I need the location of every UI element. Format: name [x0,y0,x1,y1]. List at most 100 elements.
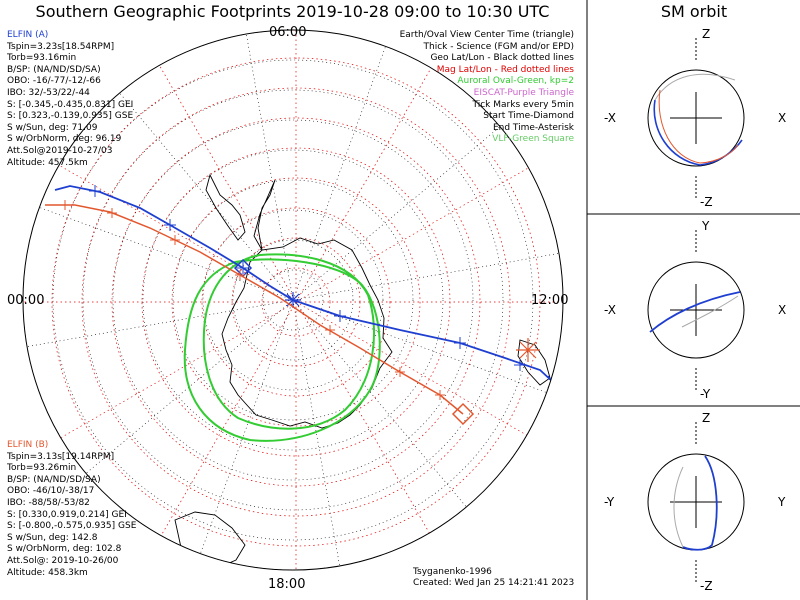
axis-label-left: -X [604,111,616,125]
elfin-a-line: S w/Sun, deg: 71.09 [7,122,98,133]
legend-item: End Time-Asterisk [492,122,574,133]
elfin-b-tick-mark [235,270,245,280]
legend-item: Earth/Oval View Center Time (triangle) [399,30,574,40]
polar-map [22,29,564,571]
elfin-a-tick-mark [164,219,176,231]
elfin-b-end-asterisk [516,338,540,362]
elfin-a-line: IBO: 32/-53/22/-44 [7,87,90,98]
geo-longitude-line [292,299,467,508]
clock-label-bottom: 18:00 [268,577,306,592]
legend-item: Mag Lat/Lon - Red dotted lines [436,64,574,75]
mag-longitude-line [38,153,297,303]
sm-panel: Y -Y -X X [604,219,786,401]
clock-label-left: 00:00 [7,293,45,308]
axis-label-left: -X [604,303,616,317]
axis-label-top: Y [701,219,710,233]
elfin-a-line: Att.Sol@2019-10-27/03 [7,145,113,156]
elfin-b-start-diamond [451,402,475,426]
elfin-b-line: IBO: -88/58/-53/82 [7,497,90,508]
elfin-b-line: S: [-0.800,-0.575,0.935] GSE [7,521,137,532]
mag-longitude-line [38,301,297,451]
sm-orbit-title: SM orbit [660,2,728,21]
geo-longitude-line [119,92,294,301]
elfin-b-track [45,204,464,415]
geo-latitude-circle [232,239,354,361]
geo-latitude-circle [202,209,384,391]
elfin-b-name: ELFIN (B) [7,440,49,450]
sm-panel: Z -Z -X X [604,27,786,209]
created-label: Created: Wed Jan 25 14:21:41 2023 [413,578,575,588]
mag-longitude-line [295,301,445,560]
geo-latitude-circle [262,269,324,331]
map-content [23,30,563,570]
axis-label-right: X [778,303,786,317]
legend-item: VLF-Green Square [492,134,574,145]
axis-label-left: -Y [604,495,615,509]
elfin-a-line: Altitude: 457.5km [7,157,88,168]
geo-longitude-line [200,299,294,554]
elfin-a-line: Tspin=3.23s[18.54RPM] [7,41,115,52]
elfin-a-center-marker [285,292,301,308]
sm-elfin-a-orbit [649,291,741,333]
elfin-a-info: ELFIN (A) Tspin=3.23s[18.54RPM] Torb=93.… [7,30,133,169]
elfin-b-tick-mark [325,325,335,335]
chart-title: Southern Geographic Footprints 2019-10-2… [35,2,550,21]
elfin-a-line: OBO: -16/-77/-12/-66 [7,76,101,87]
antarctic-peninsula [253,179,276,251]
elfin-a-name: ELFIN (A) [7,30,49,40]
elfin-b-line: Tspin=3.13s[19.14RPM] [7,451,115,462]
elfin-b-tick-mark [107,208,117,218]
mag-latitude-circle [111,117,481,487]
geo-latitude-circle [142,149,444,451]
elfin-a-line: S w/OrbNorm, deg: 96.19 [7,134,122,145]
mag-latitude-circle [201,207,391,397]
south-america-coastline [205,173,246,241]
mag-longitude-line [295,301,554,451]
elfin-b-tick-mark [435,390,445,400]
axis-label-bottom: -Y [700,387,711,401]
geo-longitude-line [292,299,340,566]
elfin-a-line: Torb=93.16min [7,53,77,64]
legend-item: Start Time-Diamond [483,111,574,122]
legend-item: Auroral Oval-Green, kp=2 [457,76,574,87]
axis-label-top: Z [702,27,710,41]
elfin-b-line: B/SP: (NA/ND/SD/SA) [7,474,101,485]
geo-latitude-circle [52,59,534,541]
geo-longitude-line [27,299,294,347]
sm-orbit-back [673,466,684,548]
clock-label-right: 12:00 [531,293,569,308]
axis-label-top: Z [702,411,710,425]
auroral-oval-outer [183,258,381,442]
sm-elfin-a-orbit [682,455,718,551]
geo-longitude-line [246,34,294,301]
geo-longitude-line [292,253,559,301]
sm-orbit-back [681,295,739,328]
elfin-a-tick-mark [89,185,101,197]
axis-label-right: X [778,111,786,125]
geo-latitude-circle [82,89,504,511]
elfin-b-line: OBO: -46/10/-38/17 [7,486,95,497]
axis-label-right: Y [777,495,786,509]
legend-item: Thick - Science (FGM and/or EPD) [423,41,574,52]
elfin-a-tick-mark [514,359,526,371]
legend-item: Geo Lat/Lon - Black dotted lines [430,53,574,64]
mag-longitude-line [295,153,554,303]
elfin-a-line: S: [-0.345,-0.435,0.831] GEI [7,99,134,110]
mag-latitude-circle [171,177,421,427]
elfin-b-tick-mark [60,200,70,210]
elfin-b-info: ELFIN (B) Tspin=3.13s[19.14RPM] Torb=93.… [7,440,136,579]
geo-longitude-line [292,299,547,393]
geo-longitude-line [85,299,294,474]
geo-latitude-circle [172,179,414,421]
mag-latitude-circle [81,87,511,517]
geo-longitude-line [39,207,294,301]
axis-label-bottom: -Z [700,195,713,209]
elfin-b-line: S w/Sun, deg: 142.8 [7,532,98,543]
sm-elfin-a-orbit [653,99,743,166]
landmass-coastline [517,339,551,386]
elfin-b-line: Torb=93.26min [7,463,77,474]
elfin-b-line: S: [0.330,0.919,0.214] GEI [7,509,127,520]
elfin-a-tick-mark [237,262,249,274]
